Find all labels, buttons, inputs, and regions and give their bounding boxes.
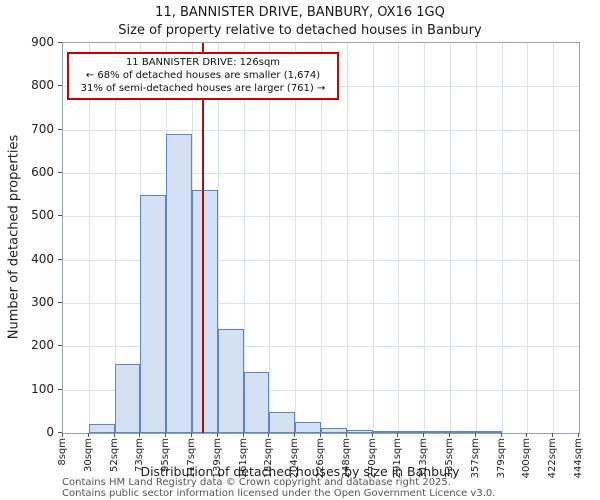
histogram-bar (450, 431, 477, 433)
histogram-bar (321, 427, 348, 433)
x-tick-mark (372, 433, 374, 437)
y-tick-label: 200 (31, 338, 54, 353)
x-tick-mark (422, 433, 424, 437)
gridline-vertical (244, 43, 246, 433)
x-tick-mark (525, 433, 527, 437)
gridline-vertical (423, 43, 425, 433)
x-tick-mark (114, 433, 116, 437)
x-tick-mark (396, 433, 398, 437)
gridline-vertical (115, 43, 117, 433)
footer-licence-line: Contains public sector information licen… (62, 488, 496, 499)
y-tick-label: 100 (31, 381, 54, 396)
histogram-bar (192, 190, 219, 433)
y-tick-label: 600 (31, 165, 54, 179)
histogram-bar (218, 329, 245, 433)
x-tick-mark (320, 433, 321, 437)
x-tick-mark (243, 433, 245, 437)
histogram-bar (476, 431, 503, 433)
x-tick-mark (551, 433, 553, 437)
annotation-box: 11 BANNISTER DRIVE: 126sqm ← 68% of deta… (67, 52, 339, 100)
histogram-bar (423, 431, 450, 433)
x-tick-mark (191, 433, 192, 437)
x-tick-mark (449, 433, 450, 437)
y-tick-mark (58, 215, 62, 217)
histogram-bar (115, 363, 140, 433)
annotation-smaller-text: ← 68% of detached houses are smaller (1,… (85, 70, 321, 81)
x-tick-mark (267, 433, 269, 437)
x-tick-mark (217, 433, 219, 437)
gridline-vertical (218, 43, 220, 433)
y-tick-label: 300 (31, 295, 54, 309)
gridline-vertical (526, 43, 528, 433)
y-tick-mark (58, 345, 62, 347)
y-tick-mark (58, 388, 62, 390)
y-tick-mark (58, 302, 62, 303)
gridline-vertical (476, 43, 478, 433)
y-tick-label: 900 (31, 35, 54, 49)
x-axis-label: Distribution of detached houses by size … (140, 464, 460, 479)
y-tick-label: 800 (31, 78, 54, 93)
histogram-bar (244, 372, 269, 433)
y-tick-label: 400 (31, 251, 54, 266)
y-tick-mark (58, 172, 62, 173)
footer-copyright-line: Contains HM Land Registry data © Crown c… (62, 477, 451, 488)
histogram-bar (397, 431, 424, 433)
x-tick-mark (475, 433, 477, 437)
gridline-vertical (397, 43, 399, 433)
x-tick-mark (164, 433, 166, 437)
histogram-bar (268, 412, 295, 433)
x-tick-label: 8sqm (57, 438, 68, 466)
gridline-vertical (268, 43, 270, 433)
gridline-vertical (347, 43, 349, 433)
histogram-bar (165, 134, 192, 433)
y-tick-mark (58, 258, 62, 260)
gridline-vertical (450, 43, 451, 433)
annotation-title: 11 BANNISTER DRIVE: 126sqm (125, 57, 281, 68)
gridline-vertical (373, 43, 375, 433)
y-axis-tick-labels: 0 100 200 300 400 500 600 700 800 900 (0, 35, 58, 439)
gridline-vertical (552, 43, 554, 433)
x-tick-mark (138, 433, 140, 437)
histogram-bar (347, 429, 374, 433)
x-tick-mark (293, 433, 295, 437)
y-tick-mark (58, 432, 62, 433)
histogram-bar (373, 430, 398, 433)
property-size-marker-line (201, 43, 204, 433)
chart-subtitle: Size of property relative to detached ho… (118, 23, 482, 38)
y-tick-mark (58, 42, 62, 43)
plot-area: 11 BANNISTER DRIVE: 126sqm ← 68% of deta… (62, 42, 580, 434)
plot-layers (63, 43, 579, 433)
gridline-vertical (89, 43, 91, 433)
x-tick-mark (88, 433, 90, 437)
chart-title: 11, BANNISTER DRIVE, BANBURY, OX16 1GQ (155, 5, 445, 20)
y-tick-mark (58, 85, 62, 87)
annotation-larger-text: 31% of semi-detached houses are larger (… (80, 83, 326, 94)
y-tick-mark (58, 128, 62, 130)
x-tick-mark (501, 433, 503, 437)
histogram-bar (89, 424, 116, 433)
gridline-vertical (294, 43, 296, 433)
histogram-bar (294, 422, 321, 433)
y-tick-label: 0 (46, 425, 54, 439)
gridline-vertical (321, 43, 322, 433)
x-tick-mark (346, 433, 348, 437)
x-tick-mark (578, 433, 579, 437)
x-tick-mark (62, 433, 63, 437)
y-tick-label: 500 (31, 208, 54, 223)
y-tick-label: 700 (31, 121, 54, 136)
histogram-bar (139, 194, 166, 433)
gridline-vertical (502, 43, 504, 433)
